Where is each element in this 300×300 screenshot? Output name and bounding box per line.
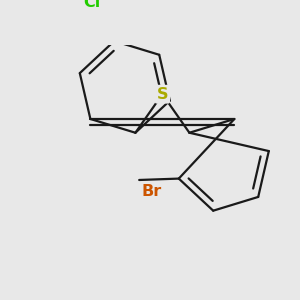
Text: S: S — [157, 87, 168, 102]
Text: Br: Br — [142, 184, 162, 199]
Text: Cl: Cl — [83, 0, 100, 10]
